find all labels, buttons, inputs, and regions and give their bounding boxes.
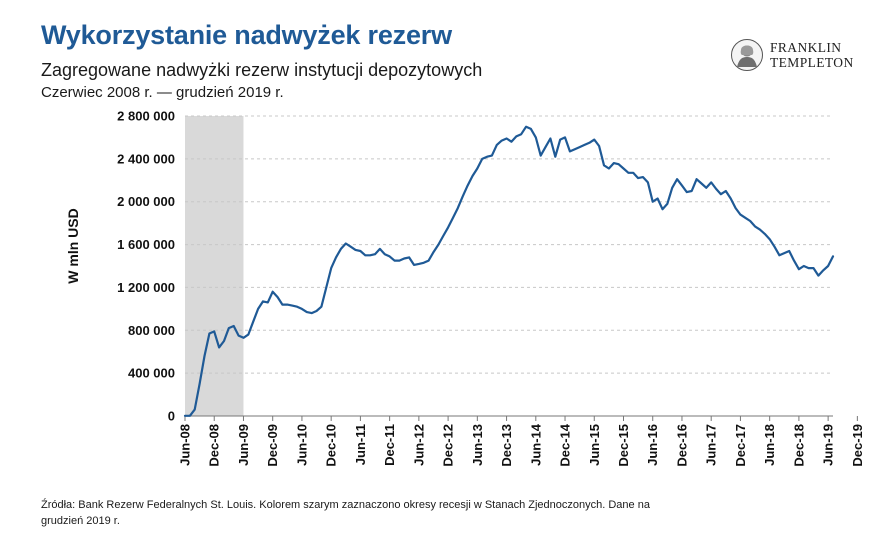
x-tick-label: Dec-16 bbox=[674, 424, 689, 467]
y-tick-label: 1 600 000 bbox=[117, 237, 175, 252]
x-tick-label: Jun-08 bbox=[178, 424, 193, 466]
x-tick-label: Jun-15 bbox=[587, 424, 602, 466]
x-tick-label: Dec-17 bbox=[733, 424, 748, 467]
logo-line-2: TEMPLETON bbox=[770, 55, 854, 70]
x-tick-label: Jun-12 bbox=[411, 424, 426, 466]
x-axis-ticks: Jun-08 Dec-08 Jun-09 Dec-09 Jun-10 Dec-10 Jun-… bbox=[178, 423, 865, 466]
x-tick-label: Dec-18 bbox=[791, 424, 806, 467]
y-tick-label: 800 000 bbox=[128, 323, 175, 338]
source-note: Źródła: Bank Rezerw Federalnych St. Loui… bbox=[41, 499, 650, 527]
y-tick-label: 2 000 000 bbox=[117, 194, 175, 209]
y-axis-ticks: 0 400 000 800 000 1 200 000 1 600 000 2 000 0… bbox=[117, 109, 175, 424]
franklin-portrait-icon bbox=[731, 39, 763, 71]
y-tick-label: 0 bbox=[168, 409, 175, 424]
chart-date-range: Czerwiec 2008 r. — grudzień 2019 r. bbox=[41, 84, 284, 101]
x-tick-label: Jun-16 bbox=[645, 424, 660, 466]
x-tick-label: Dec-19 bbox=[850, 424, 865, 467]
x-tick-label: Dec-10 bbox=[324, 424, 339, 467]
x-tick-label: Jun-18 bbox=[762, 424, 777, 466]
x-tick-label: Dec-13 bbox=[499, 424, 514, 467]
x-tick-label: Dec-11 bbox=[382, 424, 397, 466]
series-line-excess-reserves bbox=[183, 125, 835, 417]
x-tick-label: Dec-15 bbox=[616, 424, 631, 467]
x-tick-label: Jun-10 bbox=[294, 424, 309, 466]
x-axis bbox=[184, 415, 858, 421]
logo-line-1: FRANKLIN bbox=[770, 40, 842, 55]
x-tick-label: Jun-14 bbox=[528, 423, 543, 466]
y-tick-label: 2 800 000 bbox=[117, 109, 175, 124]
chart-subtitle: Zagregowane nadwyżki rezerw instytucji d… bbox=[41, 60, 483, 80]
franklin-templeton-logo: FRANKLIN TEMPLETON bbox=[730, 38, 854, 72]
y-tick-label: 400 000 bbox=[128, 366, 175, 381]
gridlines bbox=[185, 115, 833, 374]
recession-band-0 bbox=[185, 116, 244, 416]
x-tick-label: Dec-08 bbox=[207, 424, 222, 467]
x-tick-label: Dec-09 bbox=[265, 424, 280, 467]
x-tick-label: Jun-19 bbox=[821, 424, 836, 466]
y-tick-label: 2 400 000 bbox=[117, 151, 175, 166]
x-tick-label: Jun-17 bbox=[704, 424, 719, 466]
y-axis-title: W mln USD bbox=[65, 208, 81, 283]
series-layer bbox=[183, 125, 835, 417]
x-tick-label: Jun-11 bbox=[353, 424, 368, 465]
chart-title: Wykorzystanie nadwyżek rezerw bbox=[41, 20, 452, 50]
x-tick-label: Dec-14 bbox=[558, 423, 573, 466]
x-tick-label: Dec-12 bbox=[441, 424, 456, 467]
x-tick-label: Jun-13 bbox=[470, 424, 485, 466]
recession-shading-layer bbox=[185, 116, 244, 416]
y-tick-label: 1 200 000 bbox=[117, 280, 175, 295]
x-tick-label: Jun-09 bbox=[236, 424, 251, 466]
